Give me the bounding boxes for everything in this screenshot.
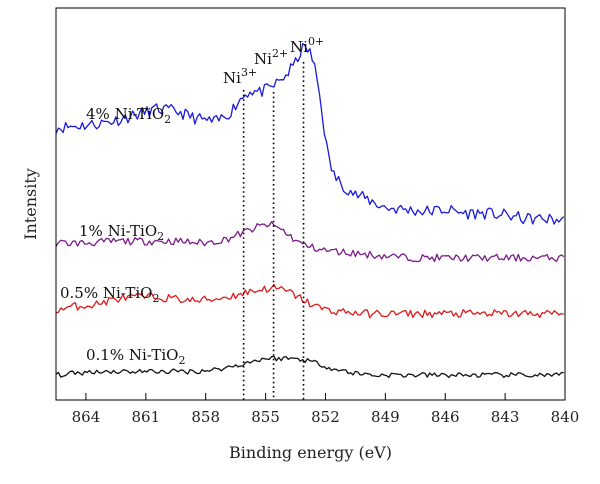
x-tick-label: 864 (72, 408, 101, 426)
series-label: 4% Ni-TiO2 (86, 105, 171, 126)
x-tick-label: 861 (132, 408, 161, 426)
x-tick-label: 852 (311, 408, 340, 426)
series-layer (55, 42, 565, 379)
series-label: 1% Ni-TiO2 (79, 222, 164, 243)
plot-frame (55, 7, 566, 401)
series-line (55, 221, 565, 263)
x-tick-label: 855 (251, 408, 280, 426)
x-tick-label: 840 (551, 408, 580, 426)
peak-marker-label: Ni0+ (290, 35, 324, 56)
x-tick-layer: 864 861 858 855 852 849 846 843 840 (72, 393, 580, 426)
series-line (55, 283, 565, 319)
series-line (55, 355, 564, 379)
series-label: 0.5% Ni-TiO2 (60, 284, 159, 305)
peak-marker-layer: Ni3+Ni2+ Ni0+ (223, 35, 324, 400)
x-tick-label: 858 (191, 408, 220, 426)
peak-marker-label: Ni3+ (223, 66, 257, 87)
x-tick-label: 846 (431, 408, 460, 426)
x-tick-label: 843 (491, 408, 520, 426)
series-label-layer: 4% Ni-TiO2 1% Ni-TiO2 0.5% Ni-TiO2 0.1% Ni-… (60, 105, 185, 367)
series-label: 0.1% Ni-TiO2 (86, 346, 185, 367)
y-axis-title: Intensity (21, 168, 40, 240)
x-tick-label: 849 (371, 408, 400, 426)
peak-marker-label: Ni2+ (254, 47, 288, 68)
series-line (55, 42, 565, 225)
x-axis-title: Binding energy (eV) (229, 443, 392, 462)
